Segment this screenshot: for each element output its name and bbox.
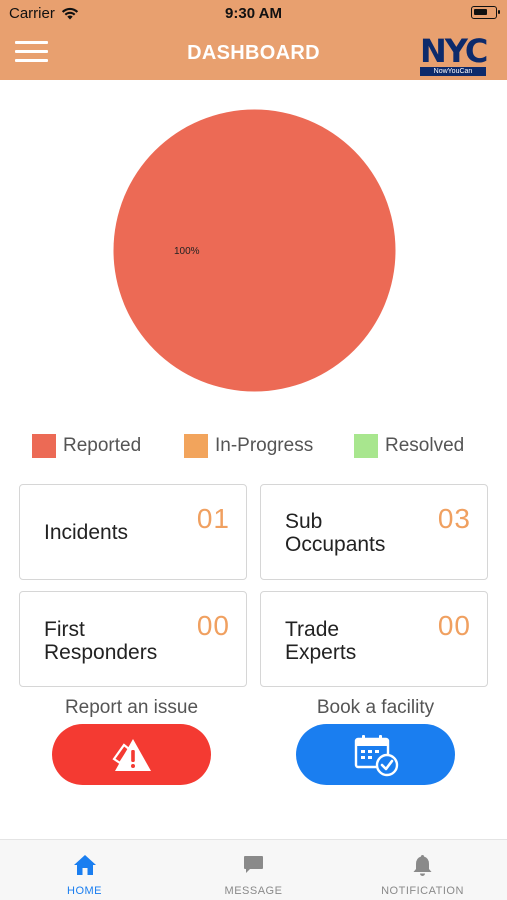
card-label-line: Incidents [44,521,129,544]
card-label-line: Trade [285,618,340,641]
tab-label: NOTIFICATION [381,885,464,897]
card-incidents[interactable]: Incidents 01 [19,484,247,580]
message-icon [244,856,263,873]
calendar-check-icon [354,734,398,776]
wifi-icon [61,7,78,20]
bell-icon [413,855,432,876]
card-sub-occupants[interactable]: Sub Occupants 03 [260,484,488,580]
card-first-responders[interactable]: First Responders 00 [19,591,247,687]
card-count: 00 [196,610,230,641]
chart-legend: Reported In-Progress Resolved [0,434,507,462]
card-count: 03 [437,503,471,534]
page-title: DASHBOARD [187,42,320,64]
legend-item-resolved: Resolved [354,434,464,458]
card-label: Incidents [44,521,128,544]
card-label-line: Occupants [285,533,386,556]
tab-message[interactable]: MESSAGE [169,840,338,900]
legend-swatch-in-progress [184,434,208,458]
legend-item-in-progress: In-Progress [184,434,313,458]
card-label-line: Responders [44,641,158,664]
status-pie-chart [113,109,396,392]
legend-label: Reported [63,435,142,456]
tab-home[interactable]: HOME [0,840,169,900]
pie-chart-svg [113,109,396,392]
card-label: Trade Experts [285,618,356,664]
card-count: 01 [196,503,230,534]
card-label: Sub Occupants [285,510,385,556]
card-label-line: Sub [285,510,323,533]
book-facility-button[interactable] [296,724,455,785]
book-facility-label: Book a facility [316,697,435,718]
report-issue-label: Report an issue [64,697,199,718]
carrier-name: Carrier [9,5,55,22]
legend-label: Resolved [385,435,465,456]
carrier-info: Carrier [9,5,79,22]
bottom-tab-bar: HOME MESSAGE NOTIFICATION [0,839,507,900]
legend-swatch-resolved [354,434,378,458]
card-label: First Responders [44,618,157,664]
card-label-line: First [44,618,85,641]
logo-tagline: NowYouCan [420,67,486,76]
report-issue-button[interactable] [52,724,211,785]
hamburger-menu-icon[interactable] [15,41,48,63]
alert-warning-icon [111,738,151,771]
pie-slice-reported [113,109,396,392]
legend-label: In-Progress [215,435,314,456]
app-header: Carrier 9:30 AM DASHBOARD NYC NowYouCan [0,0,507,80]
home-icon [74,855,96,875]
legend-swatch-reported [32,434,56,458]
nyc-logo: NYC NowYouCan [420,32,488,77]
status-bar: Carrier 9:30 AM [0,0,507,26]
battery-icon [471,6,500,19]
pie-slice-label: 100% [174,246,200,257]
logo-text: NYC [420,32,488,70]
legend-item-reported: Reported [32,434,141,458]
tab-label: MESSAGE [224,885,283,897]
card-count: 00 [437,610,471,641]
tab-notification[interactable]: NOTIFICATION [338,840,507,900]
card-trade-experts[interactable]: Trade Experts 00 [260,591,488,687]
card-label-line: Experts [285,641,357,664]
tab-label: HOME [67,885,102,897]
status-time: 9:30 AM [225,5,282,22]
